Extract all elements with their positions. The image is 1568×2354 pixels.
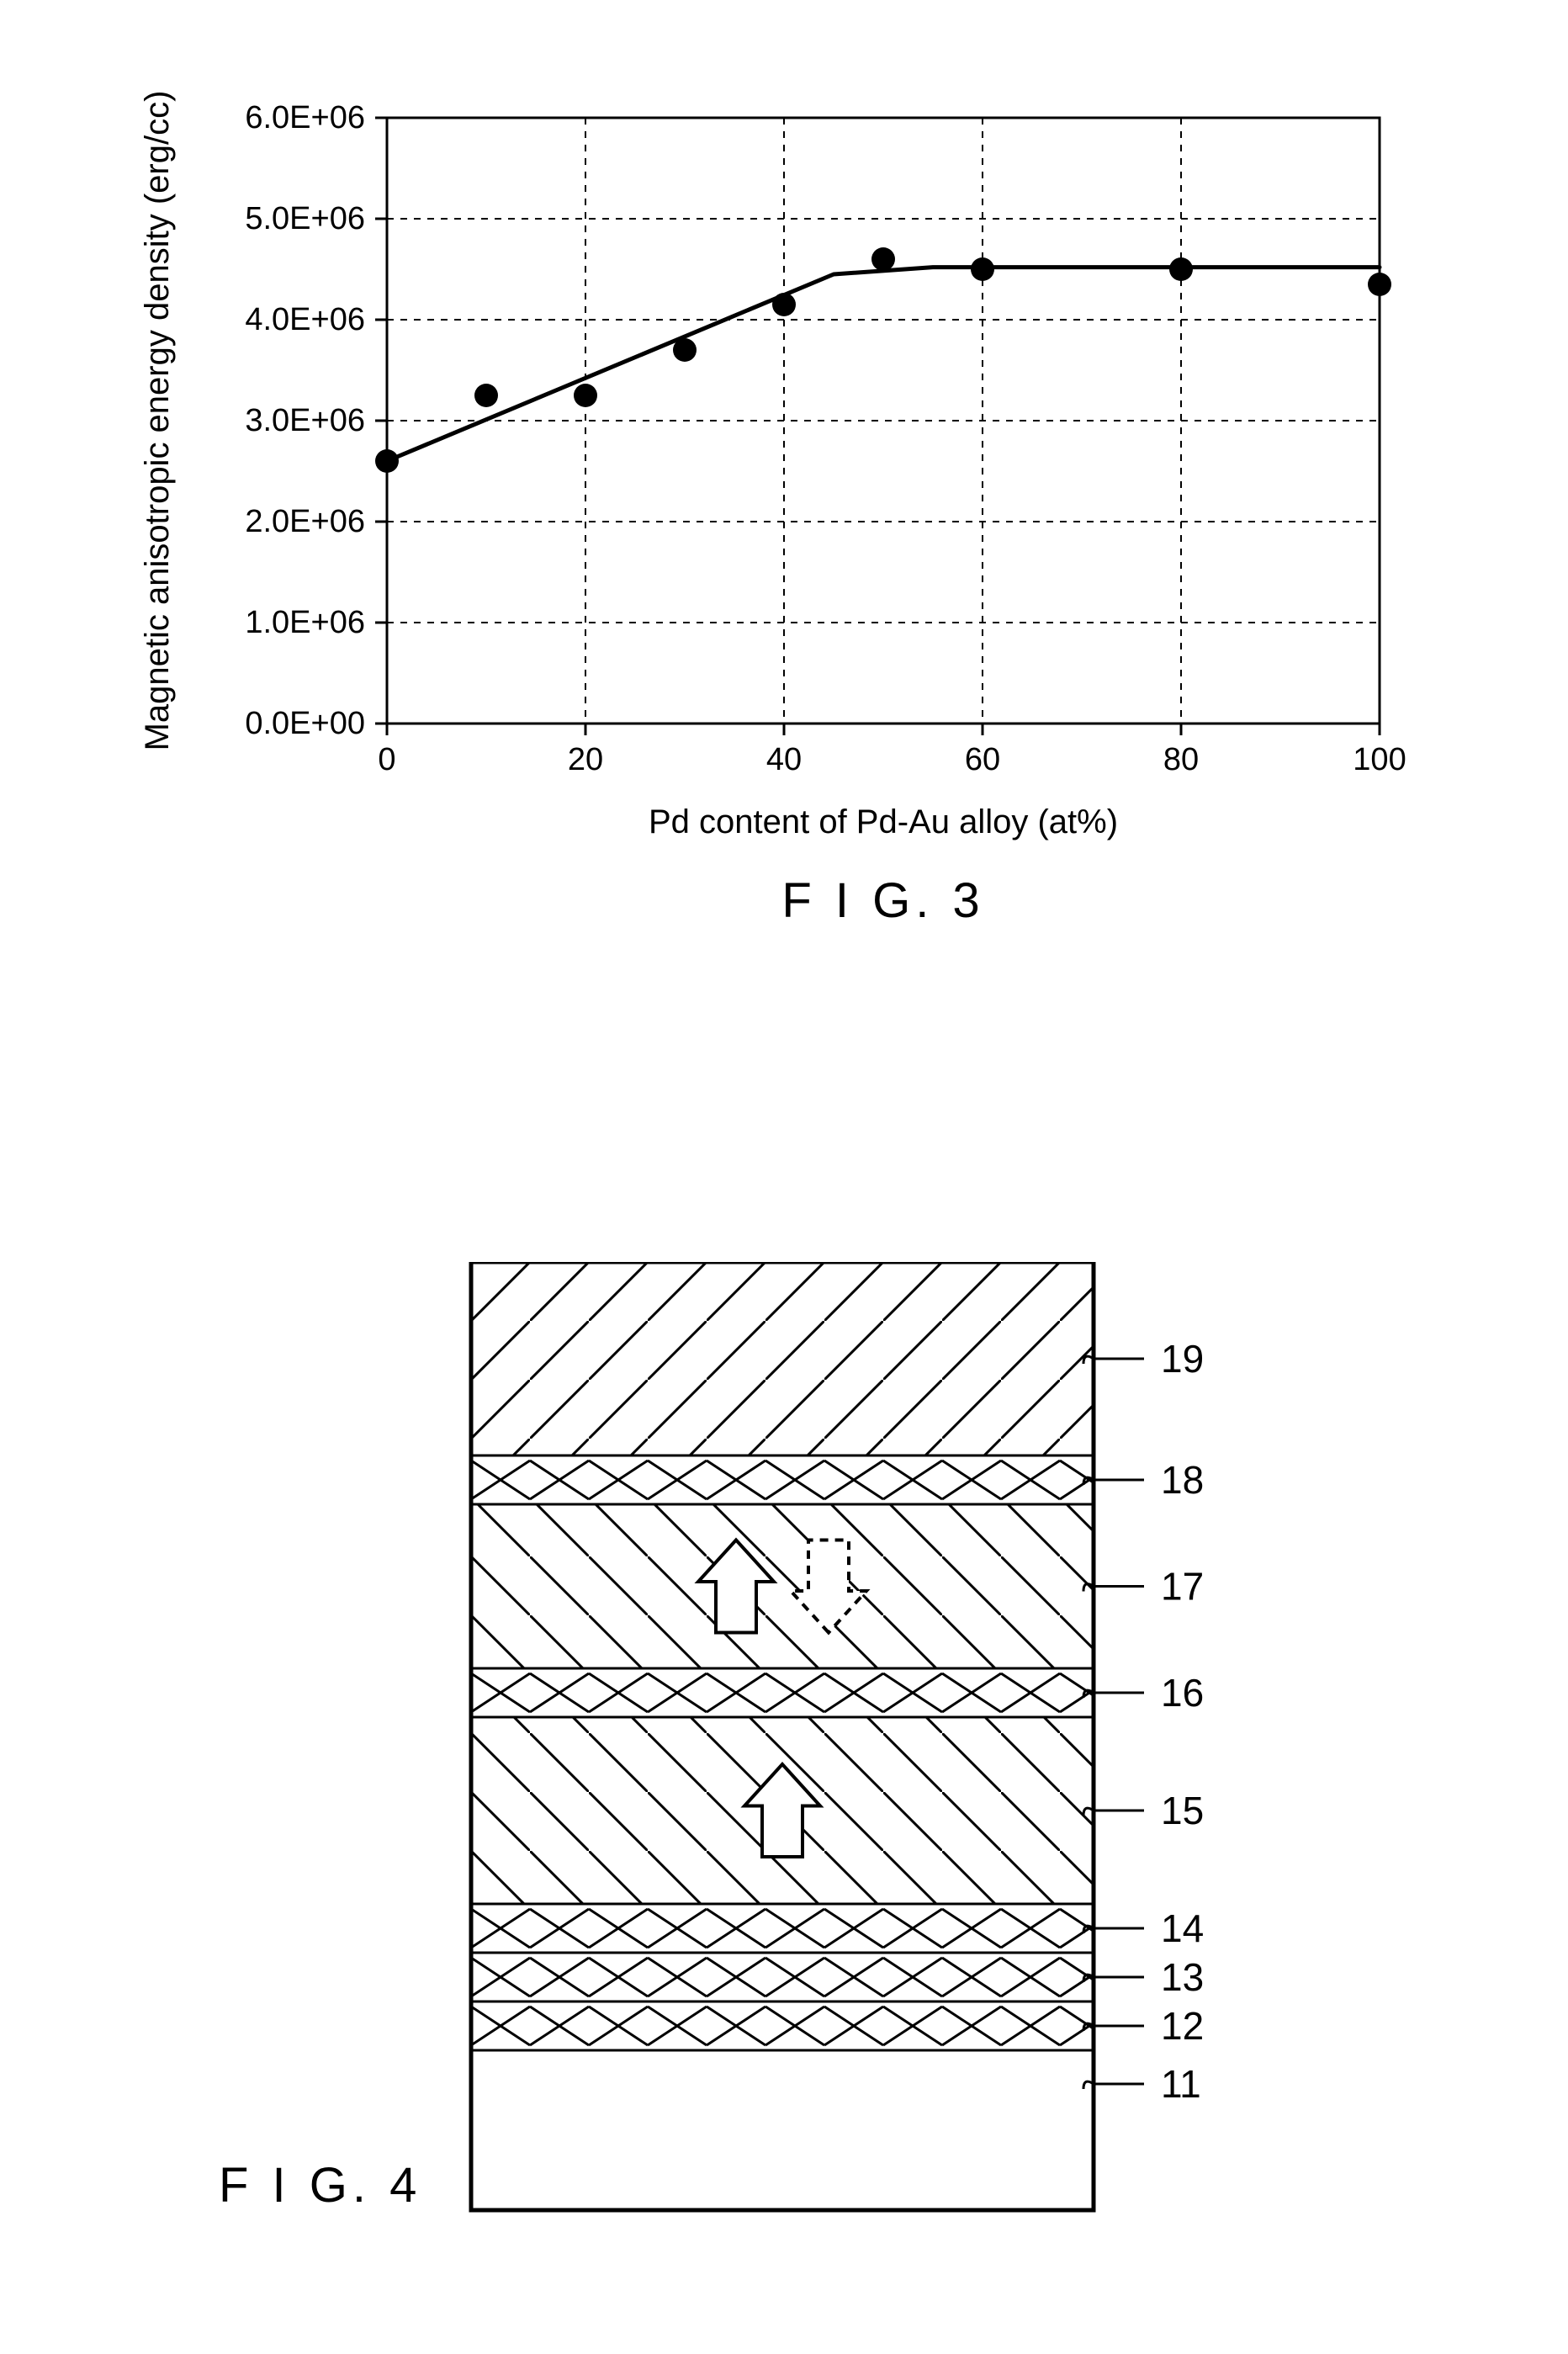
ytick-label: 0.0E+00 [245, 706, 365, 741]
layer-label-17: 17 [1161, 1565, 1204, 1609]
fig3-chart: 0 20 40 60 80 100 0.0E+00 1.0E+06 2.0E+06 3.0E+06… [118, 84, 1464, 925]
figure-3-label: F I G. 3 [781, 873, 984, 925]
layer-label-18: 18 [1161, 1458, 1204, 1502]
xtick-label: 20 [568, 742, 603, 777]
layer-label-19: 19 [1161, 1337, 1204, 1381]
layer-label-11: 11 [1161, 2062, 1201, 2106]
figure-4-label: F I G. 4 [219, 2158, 421, 2213]
ytick-label: 2.0E+06 [245, 504, 365, 539]
x-axis-label: Pd content of Pd-Au alloy (at%) [649, 803, 1118, 840]
layer-label-12: 12 [1161, 2004, 1204, 2048]
xtick-label: 40 [766, 742, 802, 777]
layer-label-13: 13 [1161, 1955, 1204, 1999]
y-axis-label: Magnetic anisotropic energy density (erg… [139, 91, 176, 751]
fig4-diagram: 19 18 17 16 15 14 13 12 11 F I G. 4 [118, 1262, 1464, 2272]
ytick-label: 6.0E+06 [245, 100, 365, 135]
xtick-label: 80 [1163, 742, 1199, 777]
layer-label-14: 14 [1161, 1906, 1204, 1950]
layer-label-16: 16 [1161, 1671, 1204, 1715]
xtick-label: 100 [1353, 742, 1406, 777]
xtick-label: 60 [965, 742, 1000, 777]
ytick-label: 4.0E+06 [245, 302, 365, 337]
figure-4: 19 18 17 16 15 14 13 12 11 F I G. 4 [118, 1262, 1464, 2272]
figure-3: 0 20 40 60 80 100 0.0E+00 1.0E+06 2.0E+06 3.0E+06… [118, 84, 1464, 925]
xtick-label: 0 [378, 742, 395, 777]
layer-label-15: 15 [1161, 1789, 1204, 1832]
ytick-label: 1.0E+06 [245, 605, 365, 640]
ytick-label: 3.0E+06 [245, 403, 365, 438]
ytick-label: 5.0E+06 [245, 201, 365, 236]
